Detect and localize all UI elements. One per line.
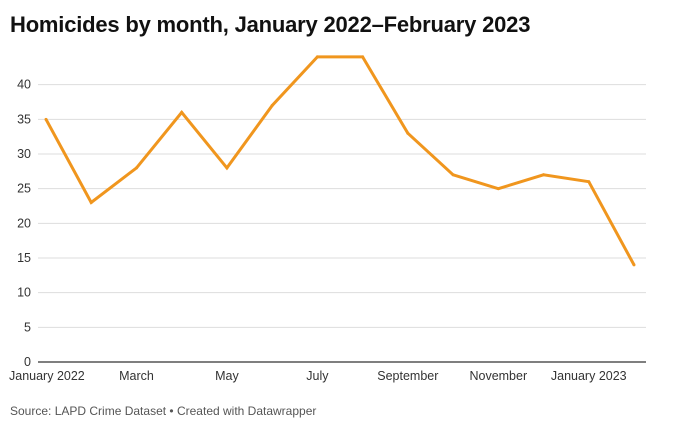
data-point [180, 110, 184, 114]
created-with-label: Created with Datawrapper [176, 404, 317, 418]
data-point [315, 55, 319, 59]
x-tick-label: January 2022 [9, 369, 85, 383]
data-point [406, 131, 410, 135]
y-tick-label: 20 [17, 216, 31, 230]
x-tick-label: January 2023 [551, 369, 627, 383]
x-tick-label: July [306, 369, 329, 383]
data-point [270, 103, 274, 107]
x-tick-label: November [469, 369, 527, 383]
chart-title: Homicides by month, January 2022–Februar… [10, 12, 531, 37]
source-label: Source: [10, 404, 52, 418]
data-point [632, 263, 636, 267]
y-tick-label: 0 [24, 355, 31, 369]
source-name: LAPD Crime Dataset [54, 404, 167, 418]
y-tick-label: 15 [17, 251, 31, 265]
data-point [134, 166, 138, 170]
data-point [44, 117, 48, 121]
data-point [89, 201, 93, 205]
x-tick-label: March [119, 369, 154, 383]
data-point [361, 55, 365, 59]
x-tick-label: May [215, 369, 239, 383]
y-tick-label: 40 [17, 78, 31, 92]
footer-separator: • [169, 404, 174, 418]
data-point [451, 173, 455, 177]
data-point [542, 173, 546, 177]
series-line [44, 55, 636, 266]
data-point [587, 180, 591, 184]
y-tick-label: 10 [17, 286, 31, 300]
y-tick-label: 5 [24, 320, 31, 334]
data-point [496, 187, 500, 191]
y-tick-label: 30 [17, 147, 31, 161]
x-tick-label: September [377, 369, 438, 383]
y-tick-label: 25 [17, 182, 31, 196]
chart-footer: Source: LAPD Crime Dataset • Created wit… [10, 404, 316, 418]
y-tick-label: 35 [17, 112, 31, 126]
data-point [225, 166, 229, 170]
